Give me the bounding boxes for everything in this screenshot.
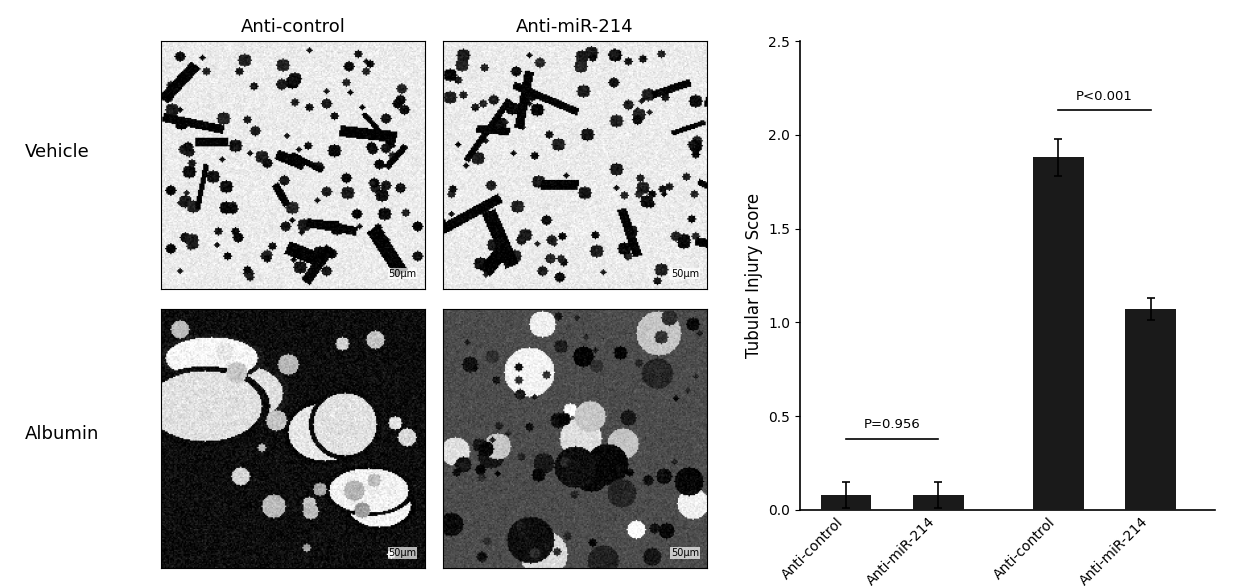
Y-axis label: Tubular Injury Score: Tubular Injury Score [744, 193, 763, 358]
Text: 50μm: 50μm [388, 548, 417, 558]
Text: 50μm: 50μm [671, 269, 699, 279]
Text: 50μm: 50μm [388, 269, 417, 279]
Text: Albumin: Albumin [25, 425, 99, 442]
Text: 50μm: 50μm [671, 548, 699, 558]
Bar [1125, 309, 1176, 510]
Text: Anti-miR-214: Anti-miR-214 [516, 18, 634, 36]
Text: Vehicle: Vehicle [25, 144, 89, 161]
Bar [1033, 157, 1084, 510]
Bar [913, 495, 963, 510]
Text: P<0.001: P<0.001 [1076, 90, 1133, 103]
Bar [821, 495, 872, 510]
Text: Anti-control: Anti-control [241, 18, 346, 36]
Text: P=0.956: P=0.956 [864, 418, 920, 431]
